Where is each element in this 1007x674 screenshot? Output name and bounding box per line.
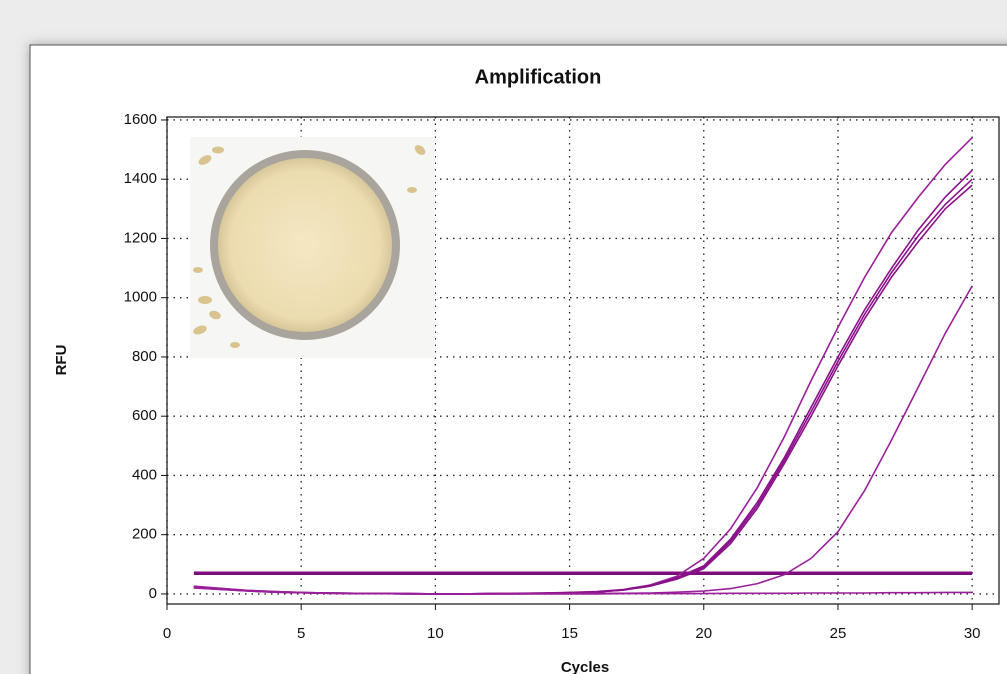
x-tick-label: 25: [830, 625, 847, 642]
y-tick-label: 400: [132, 466, 157, 483]
plot-lines: [193, 137, 973, 595]
x-axis-label: Cycles: [561, 659, 609, 674]
x-tick-label: 5: [297, 625, 305, 642]
amplification-curve: [193, 585, 973, 595]
x-tick-label: 10: [427, 625, 444, 642]
chart-title: Amplification: [475, 66, 602, 88]
y-tick-label: 1400: [124, 170, 157, 187]
y-tick-label: 1200: [124, 229, 157, 246]
oats: [193, 145, 426, 348]
y-tick-label: 1600: [124, 111, 157, 128]
y-tick-label: 1000: [124, 289, 157, 306]
x-tick-label: 30: [964, 625, 981, 642]
y-axis-label: RFU: [53, 345, 70, 376]
inset-image: [190, 137, 435, 358]
panel: [29, 44, 1007, 674]
x-tick-label: 0: [163, 625, 171, 642]
y-tick-label: 200: [132, 526, 157, 543]
milk: [218, 158, 392, 332]
x-tick-label: 20: [695, 625, 712, 642]
x-tick-label: 15: [561, 625, 578, 642]
plot-frame: [166, 116, 1000, 605]
y-tick-label: 600: [132, 407, 157, 424]
y-tick-label: 0: [149, 585, 157, 602]
y-tick-label: 800: [132, 348, 157, 365]
